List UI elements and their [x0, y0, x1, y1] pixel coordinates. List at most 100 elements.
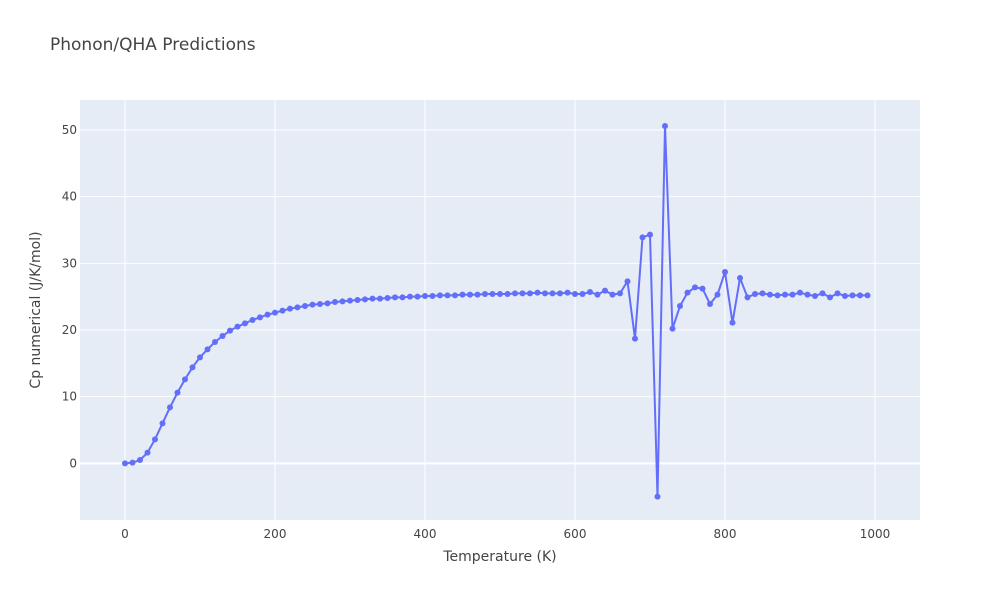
- data-point: [347, 297, 353, 304]
- data-point: [819, 290, 826, 297]
- data-point: [452, 292, 458, 299]
- data-point: [609, 291, 616, 298]
- data-point: [834, 290, 841, 297]
- data-point: [572, 291, 578, 297]
- data-point: [812, 293, 818, 299]
- data-point: [437, 292, 443, 299]
- data-point: [219, 333, 226, 339]
- data-point: [512, 290, 518, 297]
- data-point: [744, 294, 751, 301]
- data-point: [707, 301, 713, 307]
- data-point: [722, 269, 728, 275]
- data-point: [767, 291, 773, 298]
- data-point: [309, 301, 316, 308]
- data-point: [617, 290, 623, 297]
- data-point: [354, 297, 361, 303]
- data-point: [692, 284, 698, 291]
- data-point: [804, 291, 811, 298]
- data-point: [527, 290, 533, 297]
- data-point: [759, 290, 766, 297]
- data-point: [587, 289, 593, 295]
- x-tick-label: 600: [564, 527, 587, 541]
- grid-lines: [80, 100, 920, 520]
- data-point: [167, 404, 173, 411]
- data-point: [669, 325, 676, 332]
- x-tick-label: 0: [121, 527, 129, 541]
- data-point: [579, 291, 586, 297]
- data-point: [197, 354, 203, 361]
- data-point: [422, 293, 428, 299]
- data-point: [662, 123, 668, 129]
- data-point: [264, 311, 271, 318]
- series-line: [124, 125, 868, 497]
- x-tick-label: 200: [264, 527, 287, 541]
- data-point: [429, 293, 436, 299]
- data-point: [174, 389, 181, 396]
- data-point: [144, 449, 151, 456]
- data-point: [737, 275, 743, 281]
- data-point: [827, 294, 833, 301]
- data-point: [249, 317, 256, 323]
- data-point: [242, 320, 248, 327]
- data-point: [677, 303, 683, 309]
- data-point: [504, 291, 511, 297]
- data-point: [384, 295, 391, 301]
- data-point: [294, 304, 301, 311]
- data-point: [519, 290, 526, 297]
- data-point: [474, 291, 481, 298]
- x-tick-label: 1000: [860, 527, 891, 541]
- y-tick-label: 0: [69, 456, 77, 470]
- data-point: [797, 289, 803, 296]
- y-tick-label: 40: [62, 190, 77, 204]
- x-tick-label: 400: [414, 527, 437, 541]
- data-point: [414, 293, 421, 300]
- data-point: [324, 300, 331, 307]
- data-point: [684, 289, 691, 296]
- data-point: [714, 291, 721, 298]
- y-tick-label: 50: [62, 123, 77, 137]
- data-point: [399, 294, 406, 301]
- data-point: [864, 292, 871, 299]
- data-point: [152, 436, 158, 443]
- data-point: [594, 291, 601, 298]
- data-point: [362, 296, 368, 303]
- data-point: [489, 291, 496, 297]
- data-point: [212, 339, 218, 345]
- data-point: [272, 309, 278, 316]
- data-point: [752, 291, 758, 297]
- data-point: [632, 335, 638, 342]
- data-point: [467, 291, 473, 298]
- data-point: [339, 298, 346, 305]
- data-point: [542, 290, 548, 297]
- data-point: [557, 290, 563, 297]
- tick-labels: 0 200 400 600 800 1000 0 10 20 30 40 50: [62, 123, 891, 541]
- data-point: [407, 293, 413, 300]
- data-point: [459, 291, 466, 298]
- chart-title: Phonon/QHA Predictions: [50, 35, 256, 55]
- y-tick-label: 30: [62, 256, 77, 270]
- data-point: [842, 293, 848, 299]
- data-point: [602, 287, 608, 294]
- data-point: [287, 305, 293, 312]
- data-point: [159, 420, 166, 427]
- data-point: [789, 291, 796, 298]
- data-point: [549, 290, 556, 297]
- data-point: [392, 294, 398, 301]
- y-tick-label: 20: [62, 323, 77, 337]
- x-axis-title: Temperature (K): [442, 549, 556, 565]
- data-point: [564, 289, 571, 296]
- data-points: [122, 123, 871, 500]
- data-point: [257, 314, 263, 321]
- data-point: [482, 291, 488, 297]
- data-point: [369, 295, 376, 302]
- data-point: [774, 292, 781, 299]
- data-point: [624, 278, 631, 285]
- data-point: [234, 323, 241, 330]
- data-point: [182, 376, 188, 383]
- data-point: [317, 301, 323, 307]
- data-point: [782, 291, 788, 298]
- data-point: [857, 292, 863, 299]
- data-point: [332, 299, 338, 305]
- data-point: [279, 307, 286, 314]
